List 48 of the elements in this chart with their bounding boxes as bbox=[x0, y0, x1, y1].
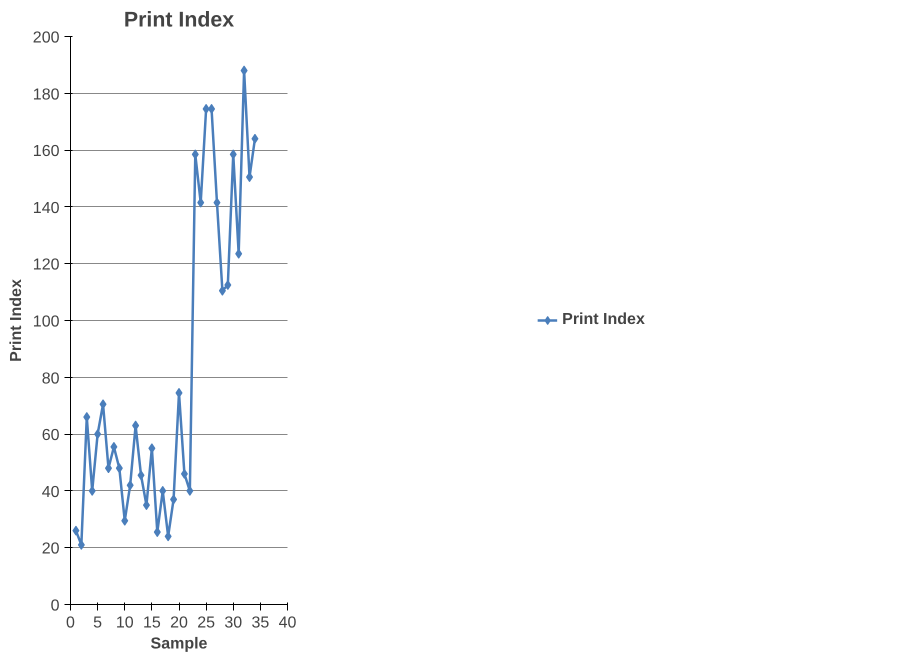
y-tick-label: 100 bbox=[32, 314, 60, 330]
point bbox=[213, 198, 220, 208]
point bbox=[138, 470, 145, 480]
point bbox=[159, 486, 166, 496]
point bbox=[224, 280, 232, 290]
x-tick-label: 20 bbox=[170, 614, 188, 632]
y-tick-label: 180 bbox=[32, 86, 60, 104]
chart-title: Print Index bbox=[124, 8, 234, 32]
point bbox=[197, 198, 204, 208]
point bbox=[170, 494, 178, 504]
point bbox=[202, 104, 210, 114]
x-tick-label: 35 bbox=[251, 614, 270, 632]
point bbox=[251, 134, 258, 144]
point bbox=[94, 429, 102, 440]
point bbox=[235, 248, 242, 259]
y-tick-label: 160 bbox=[32, 143, 60, 160]
x-tick-label: 0 bbox=[66, 614, 76, 632]
x-tick-label: 5 bbox=[93, 614, 102, 632]
point bbox=[148, 443, 156, 454]
y-tick-label: 200 bbox=[32, 30, 60, 46]
y-tick-label: 140 bbox=[32, 200, 60, 217]
legend-label: Print Index bbox=[562, 311, 645, 329]
x-axis-title: Sample bbox=[150, 636, 208, 652]
point bbox=[208, 104, 216, 114]
point bbox=[154, 527, 161, 538]
y-tick-label: 40 bbox=[42, 484, 60, 501]
point bbox=[186, 486, 194, 496]
point bbox=[246, 172, 254, 182]
point bbox=[218, 286, 226, 296]
point bbox=[78, 540, 85, 550]
y-axis-title: Print Index bbox=[8, 279, 25, 362]
x-tick-label: 15 bbox=[142, 614, 161, 632]
point bbox=[72, 526, 80, 536]
x-tick-label: 30 bbox=[224, 614, 242, 632]
point bbox=[180, 468, 188, 479]
x-tick-label: 40 bbox=[278, 614, 296, 632]
point bbox=[192, 149, 199, 160]
point bbox=[126, 480, 134, 490]
y-tick-label: 120 bbox=[32, 256, 60, 274]
y-tick-label: 20 bbox=[42, 540, 60, 558]
x-tick-label: 10 bbox=[116, 614, 134, 632]
point bbox=[230, 149, 237, 160]
point bbox=[240, 66, 248, 76]
y-tick-label: 0 bbox=[50, 598, 60, 614]
point bbox=[116, 463, 123, 474]
y-tick-label: 80 bbox=[42, 370, 60, 388]
x-tick-label: 25 bbox=[197, 614, 216, 632]
y-tick-label: 60 bbox=[42, 427, 60, 444]
